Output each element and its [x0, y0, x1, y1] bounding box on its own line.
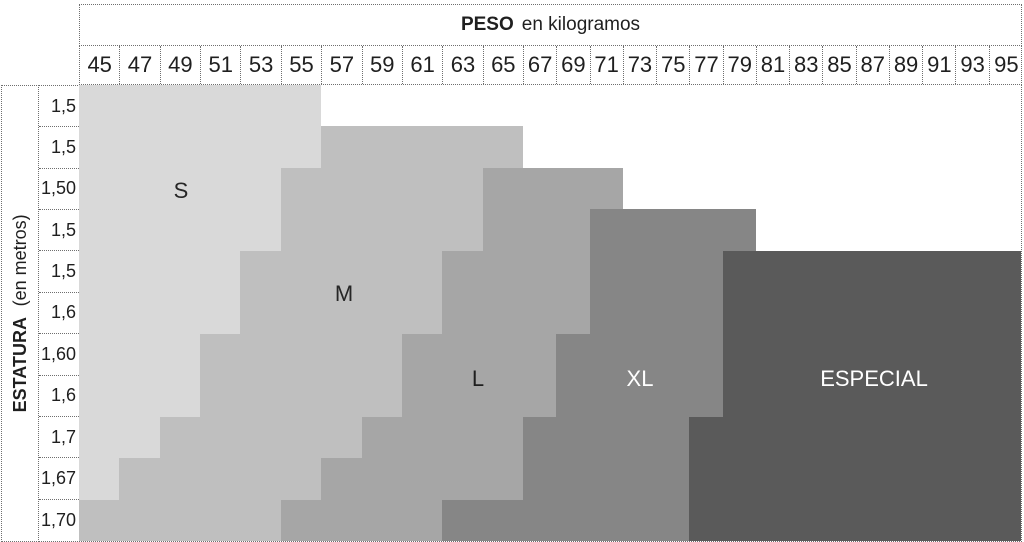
size-region-XL	[589, 209, 756, 252]
size-region-ESPECIAL	[689, 416, 1021, 459]
size-region-ESPECIAL	[722, 375, 1021, 418]
estatura-axis-title-bold: ESTATURA	[9, 317, 30, 413]
height-cell: 1,50	[39, 169, 79, 211]
size-region-XL	[523, 416, 690, 459]
size-label-M: M	[334, 281, 354, 306]
size-region-L	[442, 250, 590, 293]
size-region-S	[79, 375, 201, 418]
weight-cell: 57	[322, 46, 363, 84]
weight-cell: 87	[857, 46, 890, 84]
size-region-S	[79, 167, 281, 210]
size-region-S	[79, 333, 201, 376]
size-region-M	[119, 458, 322, 501]
size-region-S	[79, 292, 241, 335]
weight-cell: 67	[524, 46, 558, 84]
height-cell: 1,5	[39, 210, 79, 252]
height-cell: 1,5	[39, 86, 79, 128]
weight-cell: 77	[690, 46, 724, 84]
size-region-XL	[442, 499, 690, 541]
weight-cell: 91	[923, 46, 957, 84]
weight-cell: 63	[443, 46, 484, 84]
weight-cell: 49	[161, 46, 202, 84]
size-region-M	[321, 126, 523, 169]
size-label-S: S	[173, 178, 189, 203]
weight-cell: 69	[557, 46, 591, 84]
weight-cell: 53	[241, 46, 282, 84]
height-cell: 1,60	[39, 334, 79, 376]
weight-cell: 93	[956, 46, 990, 84]
size-region-L	[321, 458, 523, 501]
size-region-S	[79, 126, 322, 169]
weight-cell: 47	[120, 46, 161, 84]
weight-cell: 65	[484, 46, 524, 84]
peso-axis-title-rest: en kilogramos	[521, 14, 641, 35]
size-region-XL	[556, 375, 723, 418]
weight-cell: 61	[403, 46, 444, 84]
size-region-M	[79, 499, 281, 541]
estatura-axis-title: ESTATURA (en metros)	[1, 85, 39, 542]
size-regions-chart: S M L XL ESPECIAL	[79, 85, 1022, 542]
weight-scale: 45 47 49 51 53 55 57 59 61 63 65 67 69 71 73 75 77 79 81 83…	[79, 45, 1022, 85]
height-scale: 1,5 1,5 1,50 1,5 1,5 1,6 1,60 1,6 1,7 1,67 1,70	[38, 85, 80, 542]
size-region-ESPECIAL	[722, 250, 1021, 293]
weight-cell: 45	[80, 46, 121, 84]
peso-axis-title: PESO en kilogramos	[79, 4, 1022, 46]
size-region-M	[240, 250, 443, 293]
size-region-ESPECIAL	[722, 292, 1021, 335]
estatura-axis-title-rest: (en metros)	[9, 214, 30, 307]
weight-cell: 81	[757, 46, 791, 84]
size-region-L	[482, 167, 623, 210]
height-cell: 1,6	[39, 293, 79, 335]
weight-cell: 95	[994, 52, 1019, 77]
height-cell: 1,6	[39, 376, 79, 417]
size-region-L	[361, 416, 523, 459]
size-label-XL: XL	[626, 366, 654, 391]
height-cell: 1,5	[39, 127, 79, 169]
size-region-L	[482, 209, 590, 252]
weight-cell: 55	[282, 46, 323, 84]
size-region-S	[79, 209, 281, 252]
size-region-ESPECIAL	[689, 499, 1021, 541]
size-region-XL	[589, 250, 723, 293]
size-region-L	[442, 292, 590, 335]
height-cell: 1,7	[39, 417, 79, 459]
weight-cell: 75	[657, 46, 691, 84]
size-region-M	[200, 333, 402, 376]
size-region-ESPECIAL	[689, 458, 1021, 501]
size-region-S	[79, 458, 120, 501]
weight-cell: 85	[823, 46, 857, 84]
weight-cell: 73	[624, 46, 658, 84]
size-region-S	[79, 85, 322, 128]
height-cell: 1,67	[39, 458, 79, 500]
size-region-M	[280, 167, 483, 210]
size-region-M	[200, 375, 402, 418]
weight-cell: 89	[890, 46, 924, 84]
weight-cell: 83	[790, 46, 824, 84]
weight-cell: 59	[363, 46, 403, 84]
size-region-XL	[523, 458, 690, 501]
weight-cell: 51	[201, 46, 242, 84]
size-region-M	[280, 209, 483, 252]
size-region-L	[401, 375, 557, 418]
size-label-L: L	[471, 366, 485, 391]
height-cell: 1,5	[39, 251, 79, 293]
estatura-axis-title-text: ESTATURA (en metros)	[10, 214, 31, 412]
size-region-XL	[589, 292, 723, 335]
height-cell: 1,70	[40, 509, 76, 530]
peso-axis-title-bold: PESO	[460, 14, 514, 35]
size-region-M	[159, 416, 362, 459]
weight-cell: 71	[591, 46, 624, 84]
size-region-XL	[556, 333, 723, 376]
weight-cell: 79	[724, 46, 757, 84]
size-region-L	[401, 333, 557, 376]
size-region-S	[79, 250, 241, 293]
size-label-ESPECIAL: ESPECIAL	[820, 366, 928, 391]
size-region-S	[79, 416, 160, 459]
size-region-M	[240, 292, 443, 335]
size-region-L	[280, 499, 443, 541]
size-region-ESPECIAL	[722, 333, 1021, 376]
